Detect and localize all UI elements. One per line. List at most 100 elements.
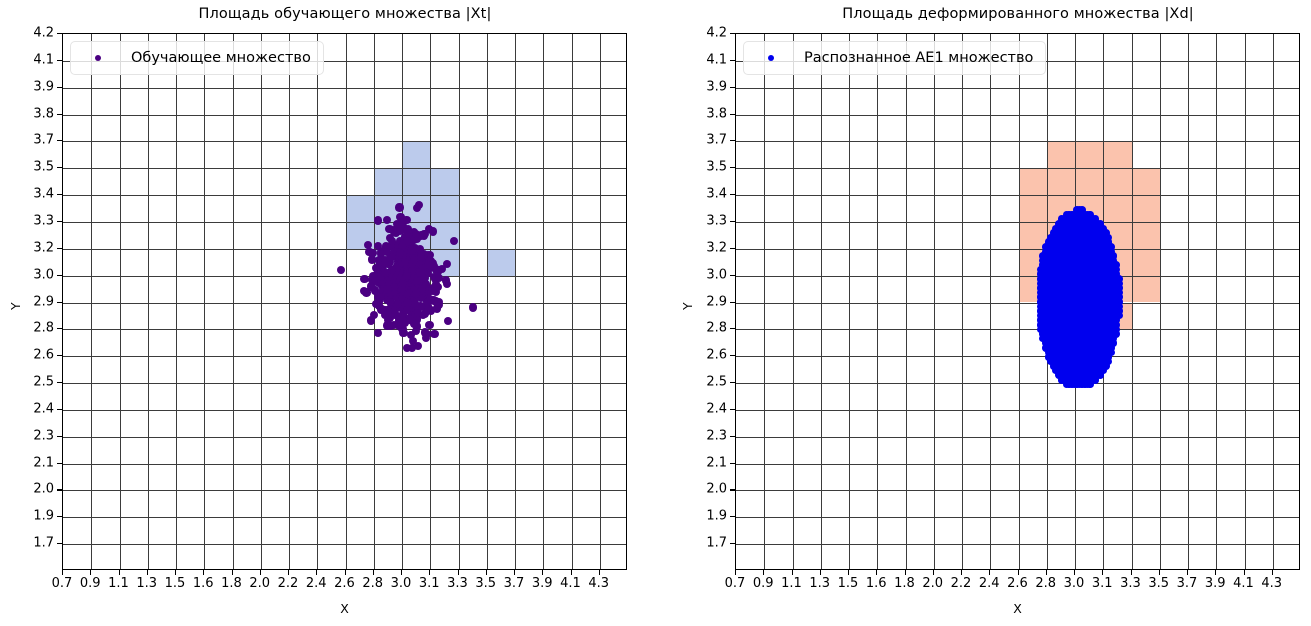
gridline-vertical [599,34,601,569]
x-tick-label: 2.8 [362,576,384,591]
y-tick-mark [730,543,735,545]
highlighted-grid-cell [430,195,459,222]
x-tick-label: 1.8 [221,576,242,591]
y-tick-label: 3.4 [33,186,54,202]
scatter-point [374,256,384,265]
scatter-point [386,308,395,317]
y-tick-label: 2.5 [33,374,54,390]
y-tick-label: 2.4 [706,401,727,417]
gridline-horizontal [63,544,626,546]
panel-right-legend[interactable]: Распознанное AE1 множество [743,41,1047,75]
scatter-point [423,301,432,310]
scatter-point [430,262,439,271]
gridline-horizontal [63,383,626,385]
y-tick-label: 3.9 [33,79,54,95]
x-tick-label: 1.1 [108,576,129,591]
scatter-point [416,268,425,277]
y-tick-mark [730,86,735,88]
x-tick-mark [735,570,737,575]
scatter-point [1099,224,1107,233]
scatter-point [383,247,392,257]
scatter-point [1104,233,1113,242]
scatter-point [383,316,393,325]
gridline-horizontal [63,436,626,438]
gridline-horizontal [736,168,1299,170]
y-tick-label: 2.9 [33,294,54,309]
y-tick-mark [730,435,735,437]
y-tick-label: 3.5 [706,159,727,175]
scatter-point [407,266,416,275]
y-tick-mark [730,382,735,384]
x-tick-label: 2.8 [1035,576,1057,591]
scatter-point [402,216,411,225]
scatter-point [392,263,401,273]
x-tick-mark [90,570,92,575]
scatter-point [371,276,380,286]
scatter-point [1107,242,1115,251]
y-tick-mark [57,516,62,518]
gridline-horizontal [63,248,626,250]
scatter-point [1104,357,1113,366]
x-tick-label: 2.4 [978,576,1000,591]
x-tick-mark [1215,570,1217,575]
scatter-point [390,310,399,319]
panel-right-plot-area[interactable] [735,33,1300,570]
gridline-vertical [486,34,488,569]
x-tick-label: 4.1 [1233,576,1254,591]
scatter-point [375,297,384,306]
y-tick-label: 1.7 [706,535,727,551]
gridline-horizontal [736,544,1299,546]
scatter-point [413,277,422,286]
x-tick-label: 2.4 [305,576,327,591]
y-tick-label: 4.1 [33,52,54,68]
panel-left-legend-label: Обучающее множество [131,50,311,66]
gridline-vertical [764,34,766,569]
panel-left-legend[interactable]: Обучающее множество [70,41,324,75]
x-tick-mark [429,570,431,575]
gridline-horizontal [63,87,626,89]
y-tick-mark [730,33,735,35]
scatter-point [395,248,404,257]
scatter-point [377,292,386,302]
scatter-point [394,316,403,325]
x-tick-mark [1187,570,1189,575]
panel-left-plot-area[interactable] [62,33,627,570]
gridline-horizontal [736,463,1299,465]
gridline-vertical [990,34,992,569]
scatter-point [336,265,346,274]
y-tick-mark [730,140,735,142]
gridline-horizontal [736,383,1299,385]
scatter-point [368,271,377,280]
scatter-point [410,235,419,245]
scatter-point [424,225,434,234]
y-tick-label: 4.1 [706,52,727,68]
highlighted-grid-cell [1131,168,1160,196]
scatter-point [1101,362,1110,370]
scatter-point [368,283,377,292]
scatter-point [360,275,369,284]
gridline-horizontal [736,248,1299,250]
x-tick-label: 3.7 [1176,576,1198,591]
x-tick-label: 3.3 [1120,576,1141,591]
x-tick-label: 1.3 [809,576,831,591]
scatter-point [399,278,408,287]
gridline-horizontal [736,114,1299,116]
y-tick-mark [730,355,735,357]
scatter-point [1086,210,1094,219]
highlighted-grid-cell [1046,141,1075,169]
scatter-point [1115,284,1123,292]
gridline-horizontal [736,409,1299,411]
gridline-vertical [543,34,545,569]
scatter-point [393,300,402,309]
y-tick-label: 3.7 [706,132,727,148]
scatter-point [407,331,416,340]
y-tick-label: 1.9 [33,508,54,524]
gridline-vertical [176,34,177,569]
y-tick-label: 3.8 [706,106,727,122]
highlighted-grid-cell [1103,141,1132,169]
y-tick-label: 3.5 [33,159,54,175]
y-tick-label: 2.1 [33,455,54,471]
gridline-horizontal [63,60,626,62]
y-tick-mark [57,328,62,330]
scatter-point [415,244,424,254]
